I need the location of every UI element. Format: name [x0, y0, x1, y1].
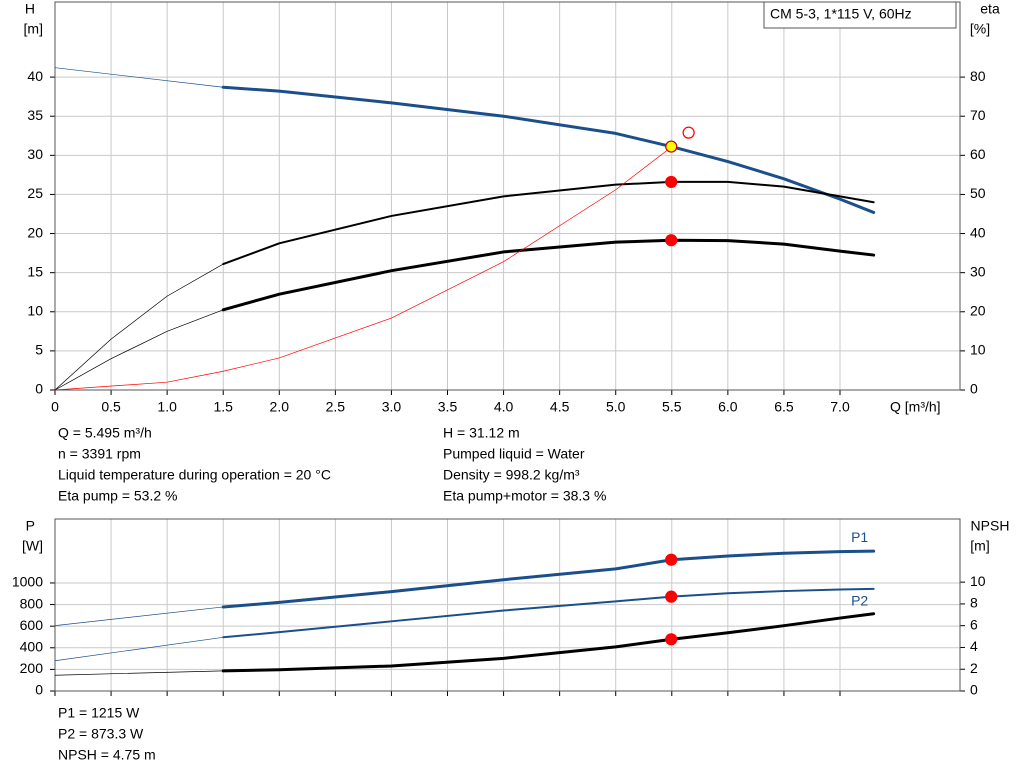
readout: Liquid temperature during operation = 20… [58, 467, 331, 483]
y2-tick-label: 50 [970, 185, 986, 201]
x-tick-label: 3.0 [382, 399, 402, 415]
y2-tick-label: 70 [970, 107, 986, 123]
y2-tick-label: 4 [970, 638, 978, 654]
readout: n = 3391 rpm [58, 446, 141, 462]
y-tick-label: 35 [27, 107, 43, 123]
curve [221, 612, 876, 673]
y2-axis-unit: [m] [970, 538, 989, 554]
y2-tick-label: 2 [970, 660, 978, 676]
x-tick-label: 2.5 [326, 399, 346, 415]
readout: Eta pump = 53.2 % [58, 488, 177, 504]
y2-axis-label: NPSH [971, 518, 1010, 534]
x-tick-label: 1.0 [157, 399, 177, 415]
curve [222, 146, 673, 372]
y-tick-label: 800 [20, 595, 44, 611]
plot-frame [54, 518, 961, 692]
y-tick-label: 200 [20, 660, 44, 676]
y-tick-label: 400 [20, 638, 44, 654]
readout: H = 31.12 m [443, 425, 520, 441]
y2-tick-label: 80 [970, 68, 986, 84]
operating-point [665, 590, 678, 603]
operating-point [682, 126, 695, 139]
operating-point [665, 633, 678, 646]
y-tick-label: 10 [27, 302, 43, 318]
x-tick-label: 2.0 [270, 399, 290, 415]
y2-tick-label: 30 [970, 263, 986, 279]
y2-tick-label: 10 [970, 342, 986, 358]
x-tick-label: 3.5 [438, 399, 458, 415]
y-axis-unit: [W] [22, 538, 43, 554]
curve [221, 85, 876, 214]
operating-point [665, 234, 678, 247]
x-tick-label: 1.5 [213, 399, 233, 415]
y-tick-label: 30 [27, 146, 43, 162]
operating-point [665, 553, 678, 566]
curve-thin [54, 606, 224, 626]
y2-tick-label: 20 [970, 302, 986, 318]
x-tick-label: 6.5 [774, 399, 794, 415]
readout: NPSH = 4.75 m [58, 747, 156, 763]
y-axis-label: H [25, 1, 35, 17]
y-axis-unit: [m] [24, 21, 43, 37]
y-tick-label: 15 [27, 263, 43, 279]
curve-thin [54, 263, 224, 391]
y2-axis-unit: [%] [970, 21, 990, 37]
x-axis-label: Q [m³/h] [890, 399, 941, 415]
curve-thin [54, 670, 224, 676]
y2-tick-label: 0 [970, 381, 978, 397]
x-tick-label: 6.0 [718, 399, 738, 415]
readout: P1 = 1215 W [58, 705, 140, 721]
y2-tick-label: 10 [970, 573, 986, 589]
x-tick-label: 4.5 [550, 399, 570, 415]
x-tick-label: 0.5 [101, 399, 121, 415]
y2-tick-label: 8 [970, 595, 978, 611]
curve-thin [54, 67, 224, 88]
y-axis-label: P [26, 518, 35, 534]
readout: Q = 5.495 m³/h [58, 425, 152, 441]
operating-point [665, 140, 678, 153]
x-tick-label: 5.5 [662, 399, 682, 415]
series-label: P2 [851, 593, 868, 609]
y-tick-label: 25 [27, 185, 43, 201]
curve-thin [54, 309, 224, 391]
x-tick-label: 4.0 [494, 399, 514, 415]
readout: Pumped liquid = Water [443, 446, 585, 462]
y-tick-label: 0 [35, 381, 43, 397]
y2-tick-label: 40 [970, 224, 986, 240]
y2-tick-label: 60 [970, 146, 986, 162]
operating-point [665, 175, 678, 189]
y-tick-label: 0 [35, 682, 43, 698]
y-tick-label: 40 [27, 68, 43, 84]
y2-tick-label: 0 [970, 682, 978, 698]
y-tick-label: 600 [20, 617, 44, 633]
readout: P2 = 873.3 W [58, 726, 144, 742]
x-tick-label: 0 [51, 399, 59, 415]
curve-thin [54, 370, 224, 391]
y-tick-label: 5 [35, 342, 43, 358]
x-tick-label: 5.0 [606, 399, 626, 415]
plot-frame [54, 1, 961, 391]
curve [222, 180, 875, 266]
curve-thin [54, 636, 224, 662]
x-tick-label: 7.0 [830, 399, 850, 415]
y2-axis-label: eta [980, 1, 1000, 17]
curve [221, 549, 876, 609]
y-tick-label: 1000 [12, 574, 43, 590]
readout: Density = 998.2 kg/m³ [443, 467, 580, 483]
curve [222, 587, 875, 639]
readout: Eta pump+motor = 38.3 % [443, 488, 606, 504]
y2-tick-label: 6 [970, 616, 978, 632]
title-box [763, 1, 957, 29]
series-label: P1 [851, 529, 868, 545]
chart-title: CM 5-3, 1*115 V, 60Hz [770, 6, 912, 22]
curve [221, 238, 876, 312]
y-tick-label: 20 [27, 224, 43, 240]
